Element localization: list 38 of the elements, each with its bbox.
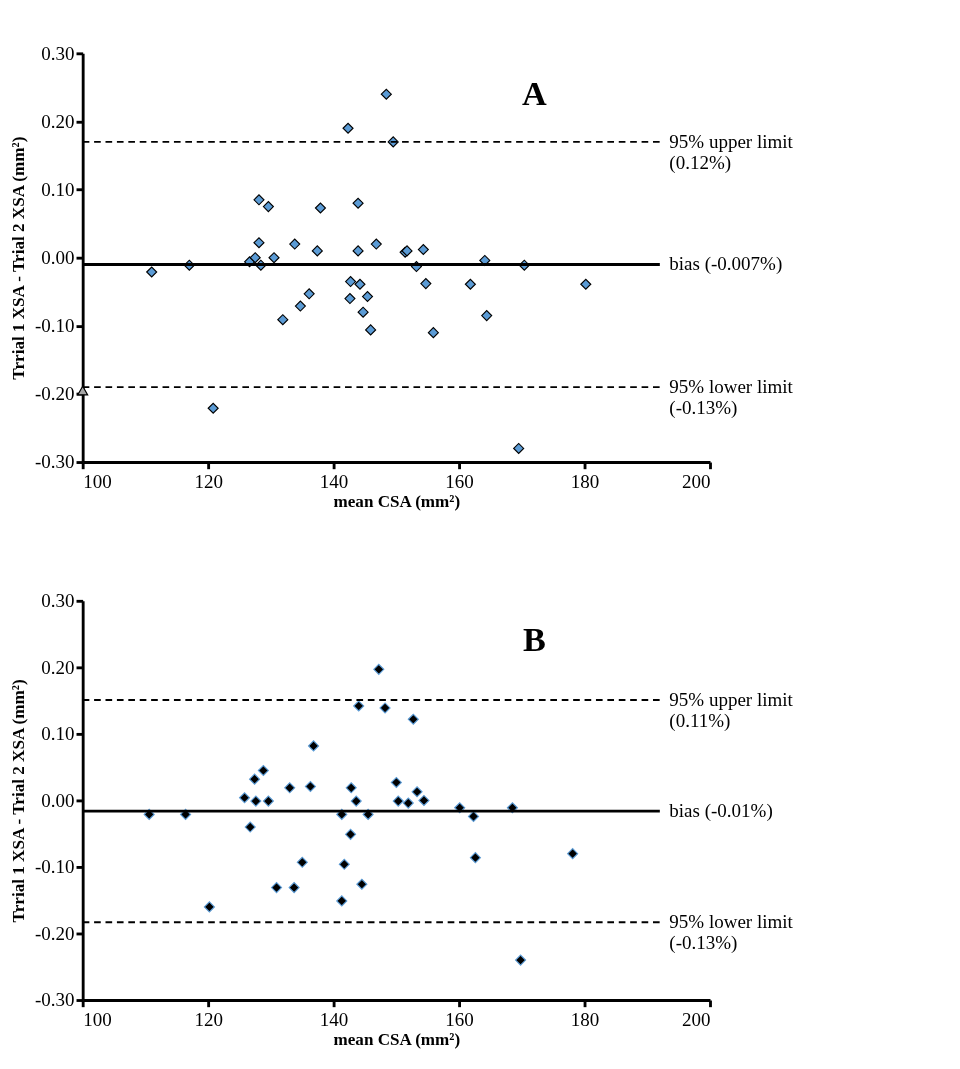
y-axis-title: Trrial 1 XSA - Trial 2 XSA (mm²) — [8, 136, 28, 380]
y-tick-label: 0.30 — [41, 590, 75, 612]
ref-line-label: bias (-0.007%) — [669, 253, 783, 276]
y-tick-label: 0.10 — [41, 723, 75, 745]
y-tick-label: 0.20 — [41, 656, 75, 678]
x-tick-label: 200 — [682, 471, 711, 493]
y-axis-title: Trrial 1 XSA - Trial 2 XSA (mm²) — [8, 679, 28, 923]
y-tick-label: 0.30 — [41, 42, 75, 64]
x-tick-label: 100 — [83, 1009, 112, 1031]
ref-line-label: 95% lower limit (-0.13%) — [669, 910, 794, 954]
ref-line-label: 95% lower limit (-0.13%) — [669, 375, 794, 419]
x-tick-label: 100 — [83, 471, 112, 493]
y-tick-label: -0.30 — [35, 451, 75, 473]
ref-line-label: 95% upper limit (0.11%) — [669, 688, 794, 732]
x-tick-label: 180 — [570, 1009, 600, 1031]
x-tick-label: 180 — [570, 471, 600, 493]
y-tick-label: 0.00 — [41, 246, 75, 268]
ref-line-label: 95% upper limit (0.12%) — [669, 130, 794, 174]
x-tick-label: 140 — [319, 471, 349, 493]
x-tick-label: 120 — [194, 1009, 223, 1031]
y-tick-label: 0.10 — [41, 178, 75, 200]
text: A — [522, 74, 548, 112]
x-tick-label: 160 — [445, 1009, 474, 1031]
x-tick-label: 160 — [445, 471, 474, 493]
text: B — [522, 621, 546, 659]
ref-line-label: bias (-0.01%) — [669, 799, 773, 822]
y-tick-label: -0.30 — [35, 989, 75, 1011]
x-tick-label: 120 — [194, 471, 223, 493]
x-axis-title: mean CSA (mm²) — [333, 492, 461, 512]
y-tick-label: 0.20 — [41, 110, 75, 132]
y-tick-label: -0.20 — [35, 922, 75, 944]
y-tick-label: 0.00 — [41, 789, 75, 811]
x-tick-label: 140 — [319, 1009, 349, 1031]
x-axis-title: mean CSA (mm²) — [333, 1030, 461, 1050]
y-tick-label: -0.20 — [35, 383, 75, 405]
x-tick-label: 200 — [682, 1009, 711, 1031]
y-tick-label: -0.10 — [35, 856, 75, 878]
y-tick-label: -0.10 — [35, 315, 75, 336]
